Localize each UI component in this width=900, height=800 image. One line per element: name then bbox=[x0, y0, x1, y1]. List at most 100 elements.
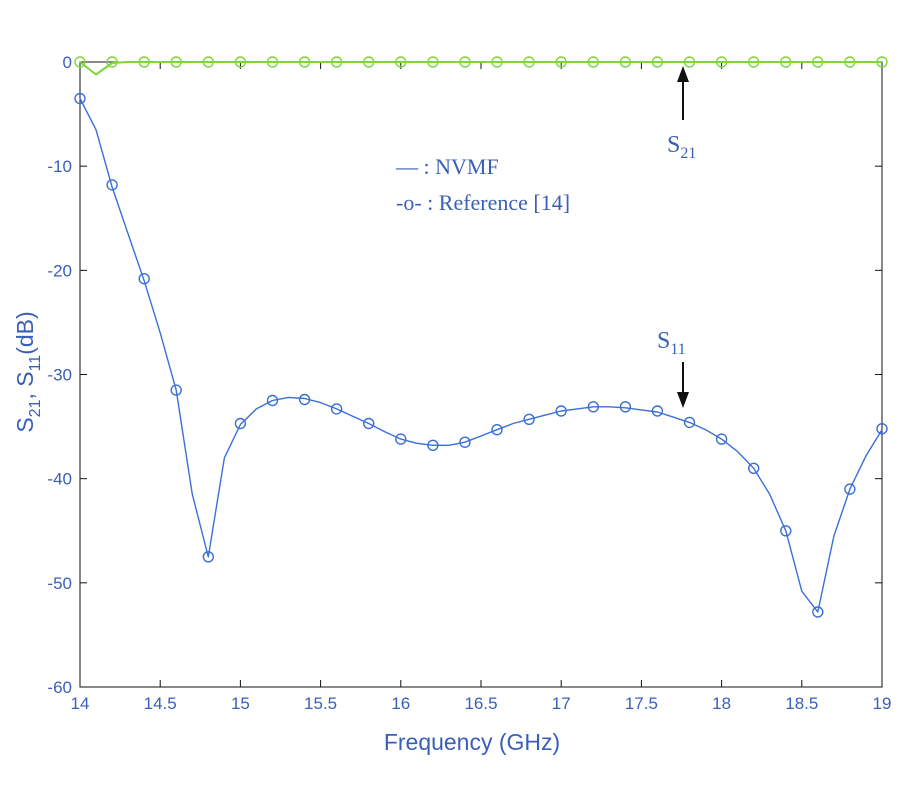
series-s11-reference-14-point bbox=[427, 439, 439, 451]
series-s11-reference-14-point bbox=[651, 405, 664, 417]
series-s21-reference-14-point bbox=[202, 56, 215, 68]
series-s21-nvmf-line bbox=[79, 61, 882, 76]
series-s21-reference-14-point bbox=[330, 56, 343, 68]
y-axis-title: S21, S11(dB) bbox=[12, 311, 44, 432]
y-tick-labels: 0 -10 -20 -30 -40 -50 -60 bbox=[47, 53, 72, 697]
series-s21-reference-14-point bbox=[812, 56, 824, 68]
series-s11-reference-14-point bbox=[106, 179, 118, 191]
series-s21-reference-14-point bbox=[555, 56, 567, 68]
series-s11-reference-14-point bbox=[715, 433, 728, 445]
legend-symbol-nvmf: — bbox=[395, 154, 419, 179]
y-tick-label: -60 bbox=[47, 678, 72, 697]
series-s11-reference-14-point bbox=[298, 393, 311, 406]
s11-label: S11 bbox=[657, 328, 686, 358]
series-s21-nvmf bbox=[79, 61, 882, 76]
series-s21-reference-14-point bbox=[715, 56, 728, 68]
x-tick-label: 14.5 bbox=[144, 694, 177, 713]
s21-label-base: S bbox=[667, 132, 680, 158]
y-tick-label: -10 bbox=[47, 157, 72, 176]
x-tick-label: 18.5 bbox=[785, 694, 818, 713]
series-s11-reference-14-point bbox=[555, 405, 567, 417]
series-s11-reference-14-point bbox=[395, 433, 407, 445]
series-s11-reference-14-point bbox=[202, 551, 215, 563]
y-tick-label: 0 bbox=[63, 53, 72, 72]
series-s11-reference-14-point bbox=[587, 401, 599, 413]
series-s21-reference-14-point bbox=[266, 56, 279, 68]
series-s21-reference-14-point bbox=[876, 56, 888, 68]
series-s21-reference-14-point bbox=[844, 56, 856, 68]
annotation-s21: S21 bbox=[667, 66, 696, 162]
series-s11-reference-14-point bbox=[619, 401, 632, 413]
series-s21-reference-14-point bbox=[298, 56, 311, 68]
s21-label-sub: 21 bbox=[680, 145, 696, 162]
annotation-s11: S11 bbox=[657, 328, 689, 408]
y-tick-label: -40 bbox=[47, 470, 72, 489]
y-axis-title-sep: , S bbox=[12, 371, 38, 399]
y-axis-title-sub2: 11 bbox=[27, 355, 44, 372]
series-s11-reference-14-point bbox=[234, 417, 247, 430]
series-s21-reference-14-point bbox=[234, 56, 247, 68]
series-s11-nvmf bbox=[79, 98, 883, 613]
s21-label: S21 bbox=[667, 132, 696, 162]
series-s21-reference-14 bbox=[74, 56, 888, 68]
series-s21-reference-14-point bbox=[170, 56, 182, 68]
series-s21-reference-14-point bbox=[587, 56, 599, 68]
series-s11-reference-14-point bbox=[363, 417, 375, 430]
y-tick-label: -50 bbox=[47, 574, 72, 593]
series-s11-reference-14-point bbox=[780, 525, 792, 537]
series-s11-reference-14 bbox=[74, 92, 888, 618]
x-tick-label: 17.5 bbox=[625, 694, 658, 713]
x-tick-label: 17 bbox=[552, 694, 571, 713]
series-s11-reference-14-point bbox=[491, 424, 503, 436]
series-s21-reference-14-point bbox=[74, 56, 86, 68]
series-s11-reference-14-point bbox=[330, 403, 343, 415]
legend-text-reference: : Reference [14] bbox=[427, 190, 570, 215]
series-s11-reference-14-point bbox=[844, 483, 856, 495]
y-axis-title-sub1: 21 bbox=[27, 399, 44, 417]
x-tick-label: 15 bbox=[231, 694, 250, 713]
y-axis-title-suffix: (dB) bbox=[12, 311, 38, 354]
legend-entry-reference: -o- : Reference [14] bbox=[396, 190, 570, 215]
x-tick-label: 16.5 bbox=[464, 694, 497, 713]
series-layer bbox=[74, 56, 888, 618]
y-tick-label: -30 bbox=[47, 366, 72, 385]
series-s11-reference-14-point bbox=[683, 416, 696, 429]
series-s21-reference-14-point bbox=[523, 56, 535, 68]
series-s21-reference-14-point bbox=[106, 56, 118, 68]
s11-label-sub: 11 bbox=[670, 341, 685, 358]
series-s21-reference-14-point bbox=[427, 56, 439, 68]
s11-label-base: S bbox=[657, 328, 670, 354]
series-s11-reference-14-point bbox=[138, 273, 150, 285]
x-tick-label: 14 bbox=[71, 694, 90, 713]
y-tick-label: -20 bbox=[47, 261, 72, 280]
series-s21-reference-14-point bbox=[363, 56, 375, 68]
x-tick-label: 16 bbox=[391, 694, 410, 713]
x-axis-title: Frequency (GHz) bbox=[384, 729, 560, 755]
legend: — : NVMF -o- : Reference [14] bbox=[395, 154, 570, 215]
x-tick-labels: 14 14.5 15 15.5 16 16.5 17 17.5 18 18.5 19 bbox=[71, 694, 892, 713]
x-tick-label: 18 bbox=[712, 694, 731, 713]
x-tick-label: 15.5 bbox=[304, 694, 337, 713]
series-s11-reference-14-point bbox=[170, 384, 182, 396]
legend-entry-nvmf: — : NVMF bbox=[395, 154, 499, 179]
x-tick-label: 19 bbox=[873, 694, 892, 713]
y-axis-title-prefix: S bbox=[12, 417, 38, 432]
series-s21-reference-14-point bbox=[619, 56, 632, 68]
series-s11-reference-14-point bbox=[74, 92, 86, 105]
legend-text-nvmf: : NVMF bbox=[424, 154, 499, 179]
series-s21-reference-14-point bbox=[491, 56, 503, 68]
s21-arrow-head bbox=[677, 66, 689, 82]
series-s21-reference-14-point bbox=[395, 56, 407, 68]
series-s11-nvmf-line bbox=[79, 98, 883, 613]
series-s21-reference-14-point bbox=[683, 56, 696, 68]
series-s11-reference-14-point bbox=[459, 436, 471, 448]
series-s21-reference-14-point bbox=[138, 56, 150, 68]
s11-arrow-head bbox=[677, 392, 689, 408]
series-s11-reference-14-point bbox=[748, 462, 760, 474]
series-s21-reference-14-point bbox=[651, 56, 664, 68]
series-s11-reference-14-point bbox=[876, 423, 888, 435]
series-s11-reference-14-point bbox=[812, 606, 824, 618]
series-s21-reference-14-point bbox=[748, 56, 760, 68]
legend-symbol-reference: -o- bbox=[396, 190, 422, 215]
